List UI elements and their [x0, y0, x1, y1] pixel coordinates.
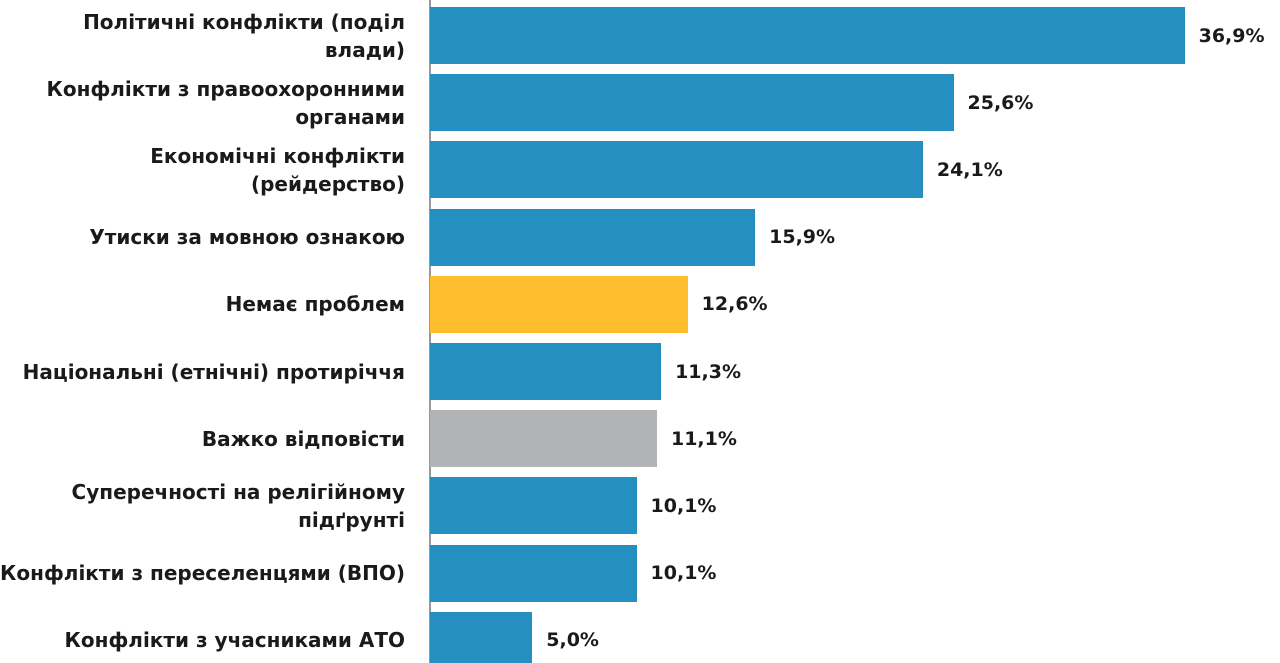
value-label: 15,9%: [769, 226, 836, 249]
bar: [430, 141, 923, 199]
category-label: Конфлікти з правоохоронними органами: [46, 76, 405, 129]
category-label: Конфлікти з переселенцями (ВПО): [0, 561, 405, 586]
category-label: Немає проблем: [225, 292, 405, 317]
bar: [430, 343, 662, 400]
bar: [430, 477, 637, 535]
bar: [430, 7, 1185, 64]
bar: [430, 611, 533, 663]
value-label: 12,6%: [701, 293, 768, 316]
value-label: 10,1%: [650, 494, 717, 517]
category-label: Важко відповісти: [201, 426, 405, 451]
bar: [430, 74, 954, 132]
bar: [430, 410, 657, 468]
category-label: Утиски за мовною ознакою: [89, 225, 405, 250]
value-label: 36,9%: [1198, 24, 1265, 47]
bar: [430, 275, 688, 333]
value-label: 25,6%: [967, 91, 1034, 114]
category-label: Національні (етнічні) протиріччя: [22, 359, 405, 384]
value-label: 5,0%: [546, 629, 599, 652]
value-label: 11,3%: [675, 360, 741, 383]
category-label: Суперечності на релігійному підґрунті: [71, 479, 405, 532]
bar: [430, 544, 637, 602]
category-label: Політичні конфлікти (поділ влади): [83, 9, 405, 62]
value-label: 10,1%: [650, 562, 717, 585]
category-label: Економічні конфлікти (рейдерство): [150, 143, 405, 196]
value-label: 11,1%: [670, 427, 737, 450]
value-label: 24,1%: [936, 158, 1003, 181]
bar: [430, 208, 756, 266]
category-label: Конфлікти з учасниками АТО: [64, 628, 405, 653]
